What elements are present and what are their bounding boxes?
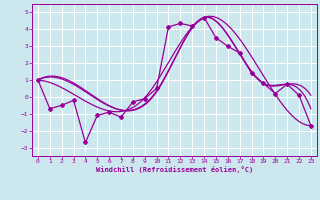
X-axis label: Windchill (Refroidissement éolien,°C): Windchill (Refroidissement éolien,°C) (96, 166, 253, 173)
